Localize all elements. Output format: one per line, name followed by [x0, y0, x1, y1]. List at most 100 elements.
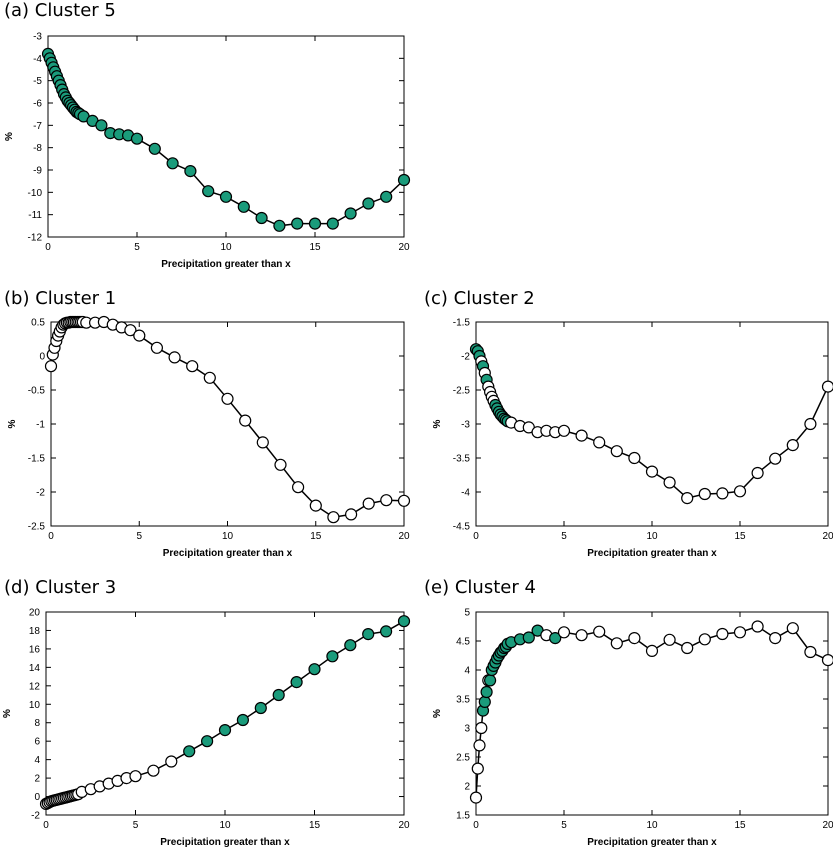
- x-axis-label: Precipitation greater than x: [587, 548, 717, 559]
- data-point-open: [165, 755, 178, 768]
- data-point-open: [769, 631, 782, 645]
- data-point-filled: [480, 685, 493, 699]
- data-point-filled: [255, 211, 268, 225]
- y-tick-label: -4: [461, 488, 470, 499]
- data-point-filled: [201, 735, 214, 748]
- data-point-filled: [290, 675, 303, 689]
- y-tick-label: 5: [464, 608, 470, 619]
- chart-panel-a: (a) Cluster 5 0 5 10 15 20 -3 -4 -5 -6 -7 -8 -9 -10 -1…: [4, 0, 411, 270]
- data-point-filled: [344, 207, 357, 220]
- y-tick-label: -2: [31, 811, 40, 822]
- plot-frame: [47, 35, 405, 238]
- data-point-open: [256, 436, 269, 449]
- x-tick-label: 20: [398, 531, 410, 542]
- y-tick-label: -1.5: [28, 454, 46, 465]
- data-point-filled: [362, 627, 375, 641]
- series-line: [50, 321, 405, 518]
- x-tick-label: 0: [45, 242, 51, 253]
- y-tick-label: -7: [33, 121, 42, 132]
- x-tick-label: 10: [222, 531, 234, 542]
- data-point-open: [733, 485, 747, 498]
- data-point-open: [362, 497, 375, 510]
- data-point-open: [769, 452, 782, 465]
- y-tick-label: 8: [34, 718, 40, 729]
- data-point-filled: [273, 219, 286, 232]
- y-tick-label: 0: [39, 352, 45, 363]
- data-point-open: [751, 466, 764, 480]
- x-tick-label: 5: [133, 820, 139, 831]
- data-point-filled: [237, 200, 250, 213]
- data-point-open: [575, 629, 588, 642]
- y-tick-label: -1.5: [453, 318, 471, 329]
- data-point-open: [186, 360, 199, 373]
- y-tick-label: 14: [29, 663, 41, 674]
- y-tick-label: 0.5: [31, 318, 45, 329]
- x-tick-label: 10: [646, 820, 658, 831]
- data-point-filled: [308, 663, 321, 676]
- data-point-open: [821, 380, 833, 393]
- y-axis-label: %: [7, 419, 18, 428]
- x-tick-label: 5: [561, 531, 567, 542]
- data-point-filled: [202, 185, 215, 198]
- data-point-filled: [380, 190, 393, 203]
- data-point-open: [239, 414, 252, 427]
- data-point-open: [473, 739, 486, 752]
- x-axis-label: Precipitation greater than x: [160, 837, 290, 848]
- data-point-open: [786, 622, 799, 635]
- data-point-open: [733, 626, 747, 639]
- data-point-filled: [130, 132, 144, 145]
- data-point-filled: [380, 625, 393, 638]
- x-tick-label: 5: [561, 820, 567, 831]
- data-point-open: [133, 329, 146, 342]
- data-point-open: [628, 631, 641, 645]
- x-tick-label: 20: [822, 820, 833, 831]
- y-tick-label: -6: [33, 99, 42, 110]
- data-point-filled: [326, 217, 339, 230]
- y-tick-label: 2: [34, 774, 40, 785]
- data-point-open: [681, 492, 694, 505]
- data-point-filled: [95, 119, 108, 132]
- data-point-filled: [362, 197, 375, 210]
- data-point-filled: [236, 713, 249, 727]
- y-tick-label: 4.5: [456, 637, 470, 648]
- chart-panel-d: (d) Cluster 30 5 10 15 2020181614121086420-2…: [2, 577, 411, 848]
- data-point-open: [150, 341, 163, 354]
- y-tick-label: -12: [28, 233, 43, 244]
- data-point-filled: [272, 688, 285, 702]
- data-point-open: [645, 644, 659, 658]
- x-tick-label: 0: [473, 820, 479, 831]
- data-point-filled: [148, 142, 161, 155]
- data-point-open: [698, 487, 711, 501]
- x-tick-label: 10: [219, 820, 231, 831]
- chart-panel-b: (b) Cluster 1 0 5 10 15 20 0.5 0 -0.5 -1 -1.5 -2 -2.…: [4, 288, 411, 559]
- plot-frame: [50, 321, 405, 527]
- panel-title: (d) Cluster 3: [4, 577, 116, 598]
- data-point-open: [147, 764, 160, 777]
- data-point-filled: [166, 157, 179, 170]
- data-point-open: [663, 633, 676, 646]
- y-tick-label: -1: [36, 420, 45, 431]
- y-axis-label: %: [432, 419, 443, 428]
- x-tick-label: 20: [398, 820, 410, 831]
- data-point-open: [610, 637, 623, 650]
- data-point-open: [681, 641, 694, 655]
- y-tick-label: -4: [33, 54, 42, 65]
- y-tick-label: 0: [34, 792, 40, 803]
- y-tick-label: 6: [34, 737, 40, 748]
- y-tick-label: 10: [29, 700, 41, 711]
- x-tick-label: 15: [310, 531, 322, 542]
- y-tick-label: 20: [29, 608, 41, 619]
- y-axis-label: %: [432, 709, 443, 718]
- data-point-open: [804, 645, 817, 659]
- chart-panel-c: (c) Cluster 2 0 5 10 15 20 -1.5 -2 -2.5 -3 -3.5 -4 -…: [424, 288, 833, 559]
- y-tick-label: -3.5: [453, 454, 471, 465]
- x-axis-label: Precipitation greater than x: [163, 548, 293, 559]
- data-point-open: [475, 721, 488, 735]
- data-point-filled: [326, 650, 339, 663]
- data-point-open: [345, 508, 358, 521]
- y-tick-label: 2.5: [456, 753, 470, 764]
- y-tick-label: -10: [28, 188, 43, 199]
- y-tick-label: 3: [464, 724, 470, 735]
- data-point-open: [557, 626, 571, 639]
